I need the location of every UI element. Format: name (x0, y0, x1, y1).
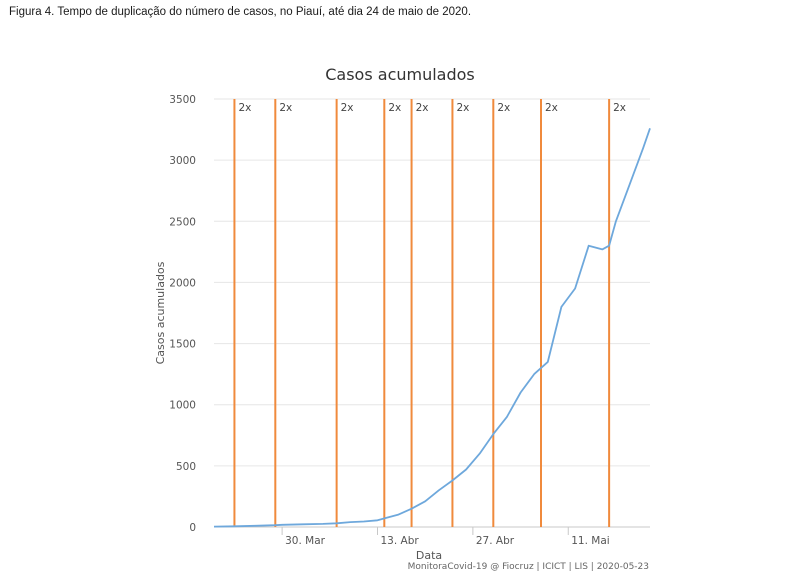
figure-caption: Figura 4. Tempo de duplicação do número … (9, 6, 472, 18)
doubling-marker-label: 2x (456, 102, 469, 114)
y-tick-label: 500 (176, 461, 196, 473)
x-tick-label: 27. Abr (476, 535, 515, 547)
y-tick-label: 3000 (169, 155, 196, 167)
y-tick-label: 0 (189, 522, 196, 534)
footer-credit: MonitoraCovid-19 @ Fiocruz | ICICT | LIS… (407, 562, 649, 572)
doubling-marker-label: 2x (341, 102, 354, 114)
y-tick-label: 3500 (169, 94, 196, 106)
y-tick-label: 1500 (169, 339, 196, 351)
doubling-marker-label: 2x (497, 102, 510, 114)
grid-lines (214, 98, 650, 528)
doubling-marker-label: 2x (279, 102, 292, 114)
doubling-markers: 2x 2x 2x 2x 2x 2x 2x 2x 2x (233, 99, 626, 527)
doubling-marker-label: 2x (238, 102, 251, 114)
x-axis: 30. Mar 13. Abr 27. Abr 11. Mai (281, 527, 610, 547)
y-axis-label: Casos acumulados (154, 261, 167, 364)
x-tick-label: 13. Abr (381, 535, 420, 547)
y-tick-label: 1000 (169, 400, 196, 412)
x-axis-label: Data (416, 549, 442, 562)
doubling-marker-label: 2x (388, 102, 401, 114)
x-tick-label: 11. Mai (571, 535, 609, 547)
y-tick-label: 2000 (169, 277, 196, 289)
doubling-marker-label: 2x (545, 102, 558, 114)
x-tick-label: 30. Mar (285, 535, 326, 547)
y-axis-ticks: 0 500 1000 1500 2000 2500 3000 3500 (169, 94, 196, 534)
doubling-marker-label: 2x (613, 102, 626, 114)
y-tick-label: 2500 (169, 216, 196, 228)
cases-line (213, 128, 651, 528)
series-layer (213, 128, 651, 528)
chart-title: Casos acumulados (325, 65, 475, 84)
doubling-marker-label: 2x (416, 102, 429, 114)
